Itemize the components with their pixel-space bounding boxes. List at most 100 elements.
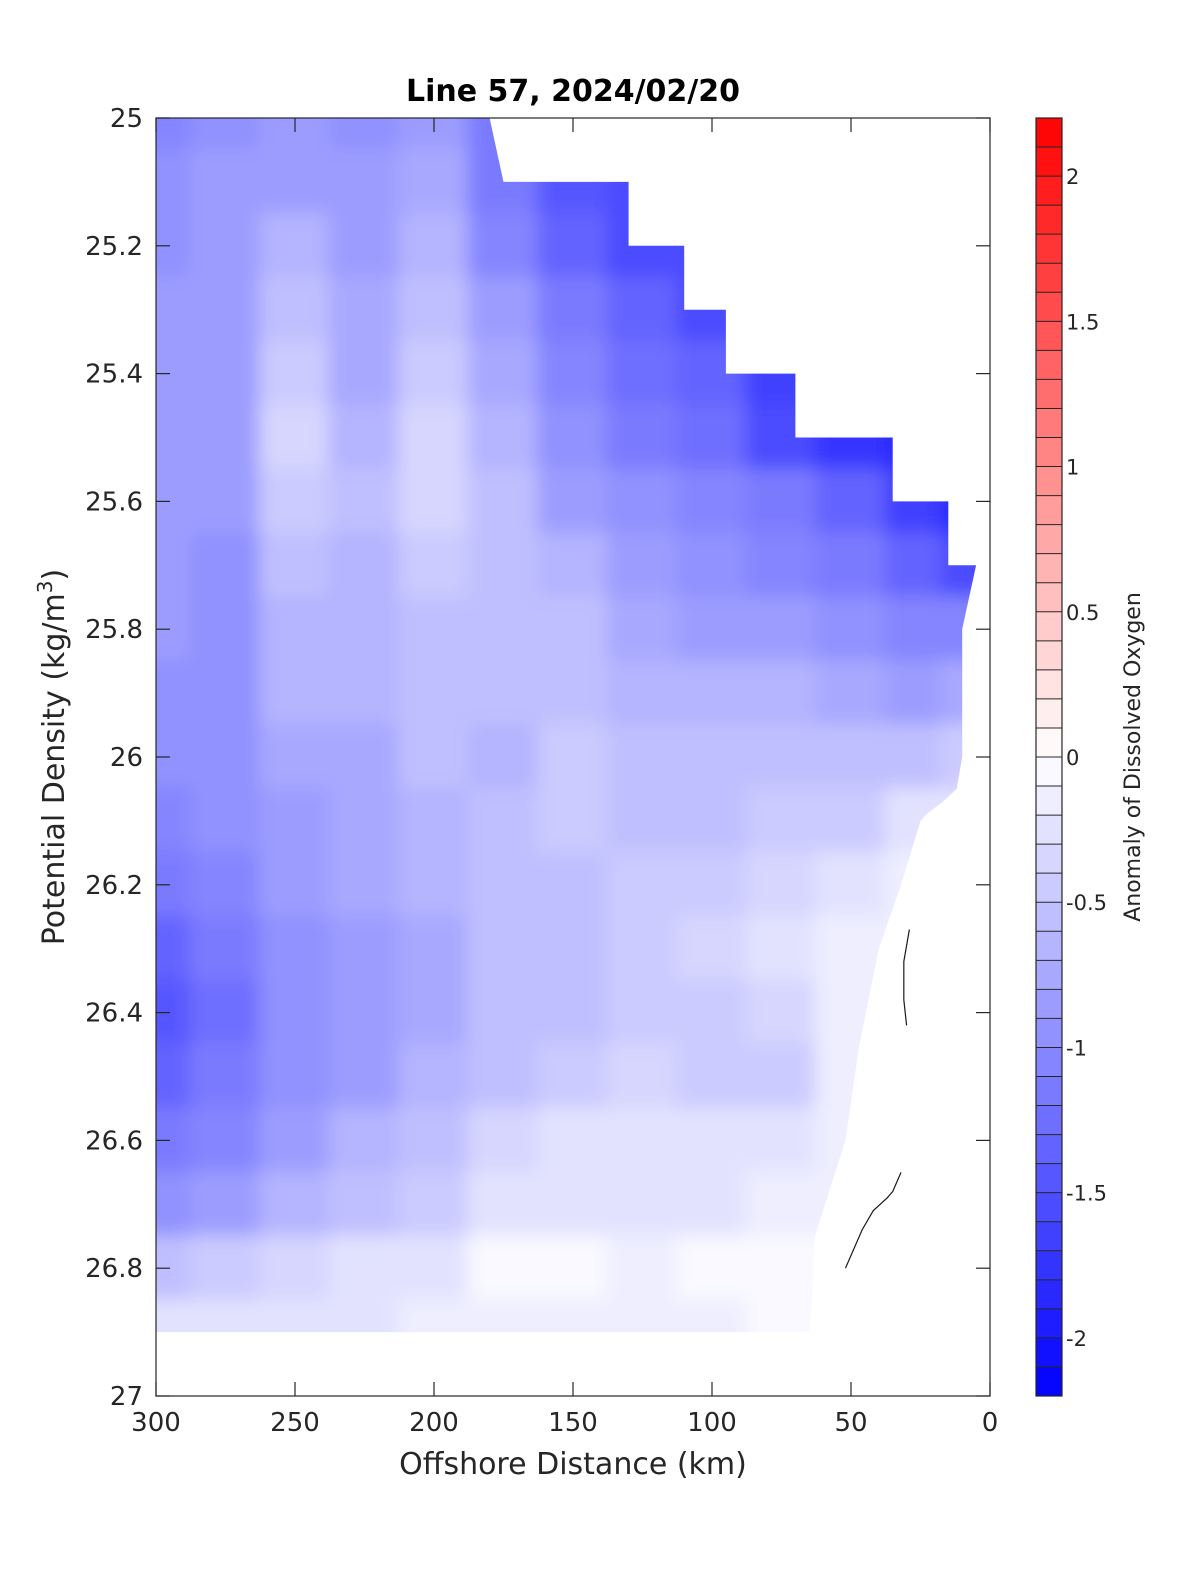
field-cell [259,660,331,727]
field-cell [189,787,262,854]
field-cell [606,276,679,343]
field-cell [398,724,470,790]
field-cell [398,979,470,1046]
field-cell [606,1299,679,1333]
field-cell [328,787,401,854]
field-cell [328,468,401,535]
field-cell [467,1171,540,1238]
field-cell [398,596,470,663]
field-cell [156,1043,192,1110]
x-tick-label: 200 [409,1408,459,1438]
field-cell [676,468,748,535]
colorbar-tick-label: 2 [1066,165,1079,189]
field-cell [259,787,331,854]
field-cell [328,404,401,471]
colorbar-level [1036,582,1062,613]
y-tick-label: 25 [110,104,143,134]
field-cell [328,1107,401,1174]
field-cell [467,404,540,471]
field-cell [328,1235,401,1302]
colorbar-level [1036,1163,1062,1194]
y-tick-label: 25.2 [85,232,143,262]
field-cell [467,915,540,982]
field-cell [259,851,331,918]
field-cell [398,660,470,727]
field-cell [676,787,748,854]
colorbar-tick-label: 0 [1066,746,1079,770]
field-cell [467,724,540,790]
field-cell [606,1043,679,1110]
field-cell [156,1171,192,1238]
field-cell [328,276,401,343]
field-cell [398,340,470,407]
colorbar-level [1036,1308,1062,1339]
field-cell [537,787,609,854]
field-cell [537,915,609,982]
colorbar-level [1036,495,1062,526]
colorbar-level [1036,1279,1062,1310]
field-cell [537,276,609,343]
field-cell [676,1171,748,1238]
field-cell [676,532,748,599]
field-cell [537,1235,609,1302]
field-cell [189,404,262,471]
field-cell [467,1107,540,1174]
field-cell [259,404,331,471]
y-tick-label: 26.4 [85,999,143,1029]
colorbar-level [1036,1192,1062,1223]
field-cell [259,276,331,343]
field-cell [676,660,748,727]
field-cell [398,1171,470,1238]
field-cell [328,660,401,727]
field-cell [467,468,540,535]
y-axis-label: Potential Density (kg/m3) [33,569,72,945]
field-cell [189,118,262,151]
colorbar-level [1036,524,1062,555]
field-cell [398,468,470,535]
field-cell [328,340,401,407]
field-cell [189,468,262,535]
colorbar-level [1036,1221,1062,1252]
field-cell [467,532,540,599]
field-cell [676,1299,748,1333]
field-cell [606,468,679,535]
field-cell [398,1043,470,1110]
field-cell [328,724,401,790]
field-cell [328,532,401,599]
field-cell [606,915,679,982]
field-cell [398,1235,470,1302]
field-cell [537,1299,609,1333]
field-cell [676,404,748,471]
field-cell [189,148,262,215]
y-axis-label-main: Potential Density (kg/m [37,593,72,945]
colorbar-level [1036,786,1062,816]
field-cell [467,660,540,727]
field-cell [676,979,748,1046]
field-cell [328,596,401,663]
field-cell [259,468,331,535]
colorbar-level [1036,1047,1062,1077]
colorbar-level [1036,727,1062,758]
field-cell [815,596,887,663]
field-cell [189,1043,262,1110]
field-cell [884,660,943,727]
field-cell [259,212,331,279]
field-cell [156,404,192,471]
field-cell [467,596,540,663]
field-cell [398,851,470,918]
field-cell [815,532,887,599]
colorbar-level [1036,1250,1062,1281]
colorbar-tick-label: -1.5 [1066,1182,1107,1206]
field-cell [606,404,679,471]
field-cell [328,148,401,215]
x-tick-label: 0 [982,1408,999,1438]
y-tick-label: 26.6 [85,1126,143,1156]
colorbar-level [1036,466,1062,497]
field-cell [189,1171,262,1238]
field-cell [189,340,262,407]
contour-line [844,1172,902,1269]
colorbar-level [1036,408,1062,438]
colorbar-tick-label: 0.5 [1066,601,1099,625]
field-cell [537,724,609,790]
